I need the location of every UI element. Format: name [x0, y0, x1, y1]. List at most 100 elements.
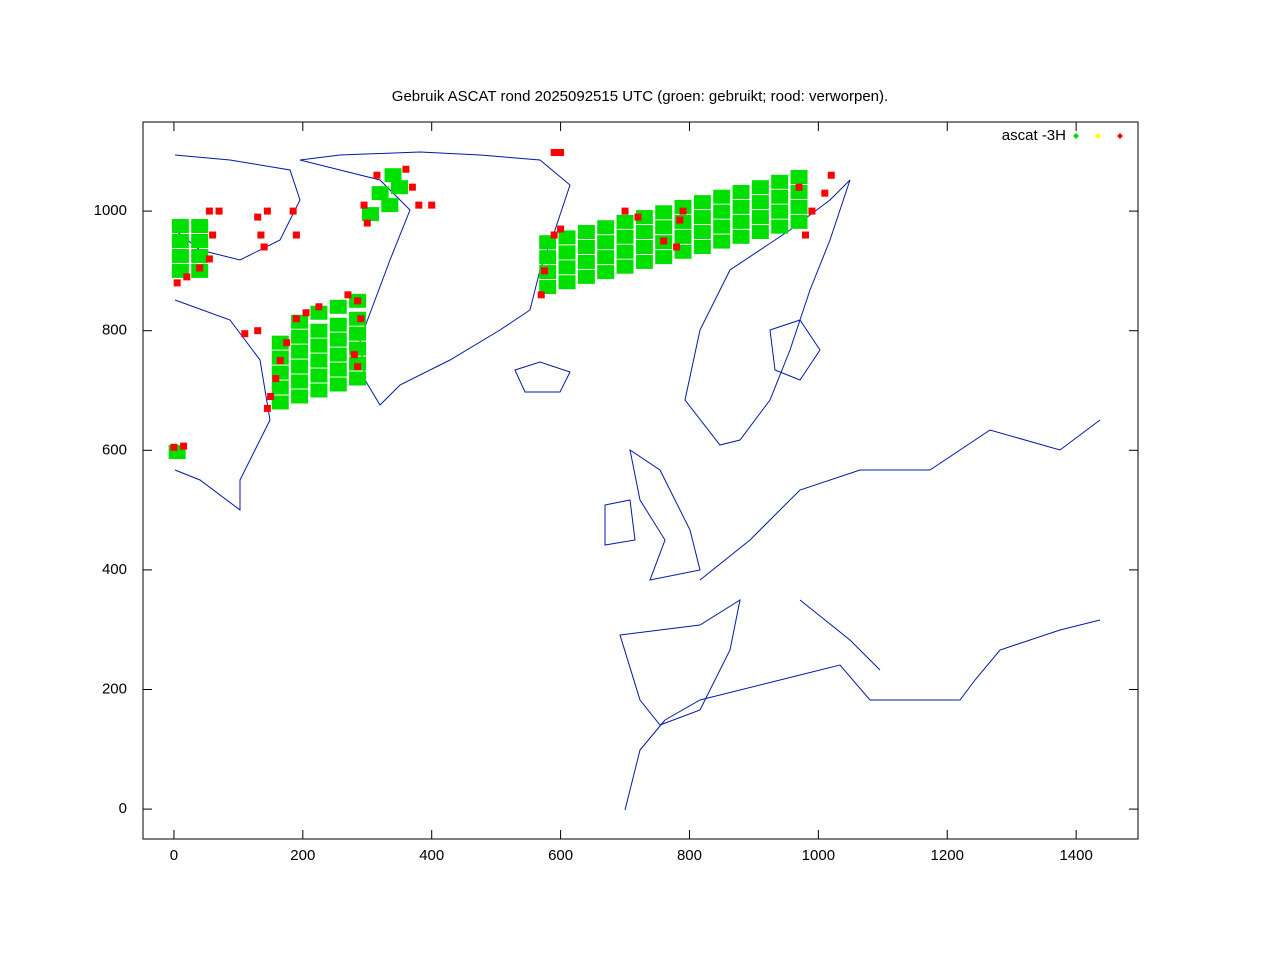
point: [291, 389, 309, 404]
point: [577, 239, 595, 254]
point: [616, 259, 634, 274]
point: [310, 368, 328, 383]
x-tick-label: 800: [677, 847, 702, 864]
point: [676, 216, 684, 224]
point: [550, 148, 558, 156]
y-tick-label: 800: [102, 322, 127, 339]
point: [354, 363, 362, 371]
point: [329, 347, 347, 362]
legend-marker: [1117, 133, 1123, 139]
point: [732, 199, 750, 214]
point: [634, 213, 642, 221]
point: [732, 229, 750, 244]
point: [751, 180, 769, 195]
point: [713, 219, 731, 234]
point: [655, 205, 673, 220]
x-tick-label: 600: [548, 847, 573, 864]
point: [713, 204, 731, 219]
coast-italy: [799, 599, 881, 671]
point: [329, 299, 347, 314]
point: [808, 207, 816, 215]
point: [357, 315, 365, 323]
point: [254, 327, 262, 335]
point: [577, 225, 595, 240]
point: [673, 243, 681, 251]
point: [674, 199, 692, 214]
point: [329, 377, 347, 392]
coast-canada: [174, 299, 271, 511]
point: [373, 171, 381, 179]
point: [390, 180, 408, 195]
point: [771, 219, 789, 234]
point: [621, 207, 629, 215]
point: [291, 359, 309, 374]
point: [191, 248, 209, 263]
point: [315, 303, 323, 311]
coast-iberia: [619, 598, 741, 726]
point: [557, 225, 565, 233]
point: [635, 239, 653, 254]
coast-mediterranean: [664, 619, 1101, 721]
point: [415, 201, 423, 209]
point: [329, 362, 347, 377]
point: [310, 305, 328, 320]
point: [732, 214, 750, 229]
point: [267, 392, 275, 400]
legend-marker: [1073, 133, 1079, 139]
point: [790, 199, 808, 214]
point: [402, 165, 410, 173]
coast-britain: [629, 448, 701, 581]
point: [713, 234, 731, 249]
point: [539, 235, 557, 250]
point: [263, 404, 271, 412]
point: [539, 250, 557, 265]
point: [384, 168, 402, 183]
point: [790, 214, 808, 229]
x-tick-label: 400: [419, 847, 444, 864]
point: [771, 174, 789, 189]
point: [310, 338, 328, 353]
point: [292, 315, 300, 323]
point: [693, 210, 711, 225]
point: [205, 255, 213, 263]
coast-europe: [699, 419, 1101, 581]
plot-frame: [142, 121, 1139, 840]
point: [558, 230, 576, 245]
point: [540, 267, 548, 275]
coast-ireland: [604, 499, 636, 546]
point: [577, 269, 595, 284]
point: [173, 279, 181, 287]
point: [209, 231, 217, 239]
point: [790, 170, 808, 185]
point: [183, 273, 191, 281]
point: [361, 207, 379, 222]
point: [350, 351, 358, 359]
point: [349, 326, 367, 341]
point: [616, 214, 634, 229]
point: [428, 201, 436, 209]
point: [310, 353, 328, 368]
coast-greenland: [299, 151, 571, 406]
point: [558, 275, 576, 290]
point: [260, 243, 268, 251]
point: [827, 171, 835, 179]
point: [241, 330, 249, 338]
point: [795, 183, 803, 191]
point: [771, 204, 789, 219]
x-tick-label: 200: [290, 847, 315, 864]
point: [371, 186, 389, 201]
y-tick-label: 1000: [94, 202, 127, 219]
point: [679, 207, 687, 215]
point: [291, 374, 309, 389]
point: [558, 260, 576, 275]
point: [732, 184, 750, 199]
coast-scandinavia: [684, 179, 851, 446]
point: [254, 213, 262, 221]
point: [276, 357, 284, 365]
x-tick-label: 1000: [802, 847, 835, 864]
point: [257, 231, 265, 239]
point: [363, 219, 371, 227]
point: [616, 244, 634, 259]
point: [302, 309, 310, 317]
